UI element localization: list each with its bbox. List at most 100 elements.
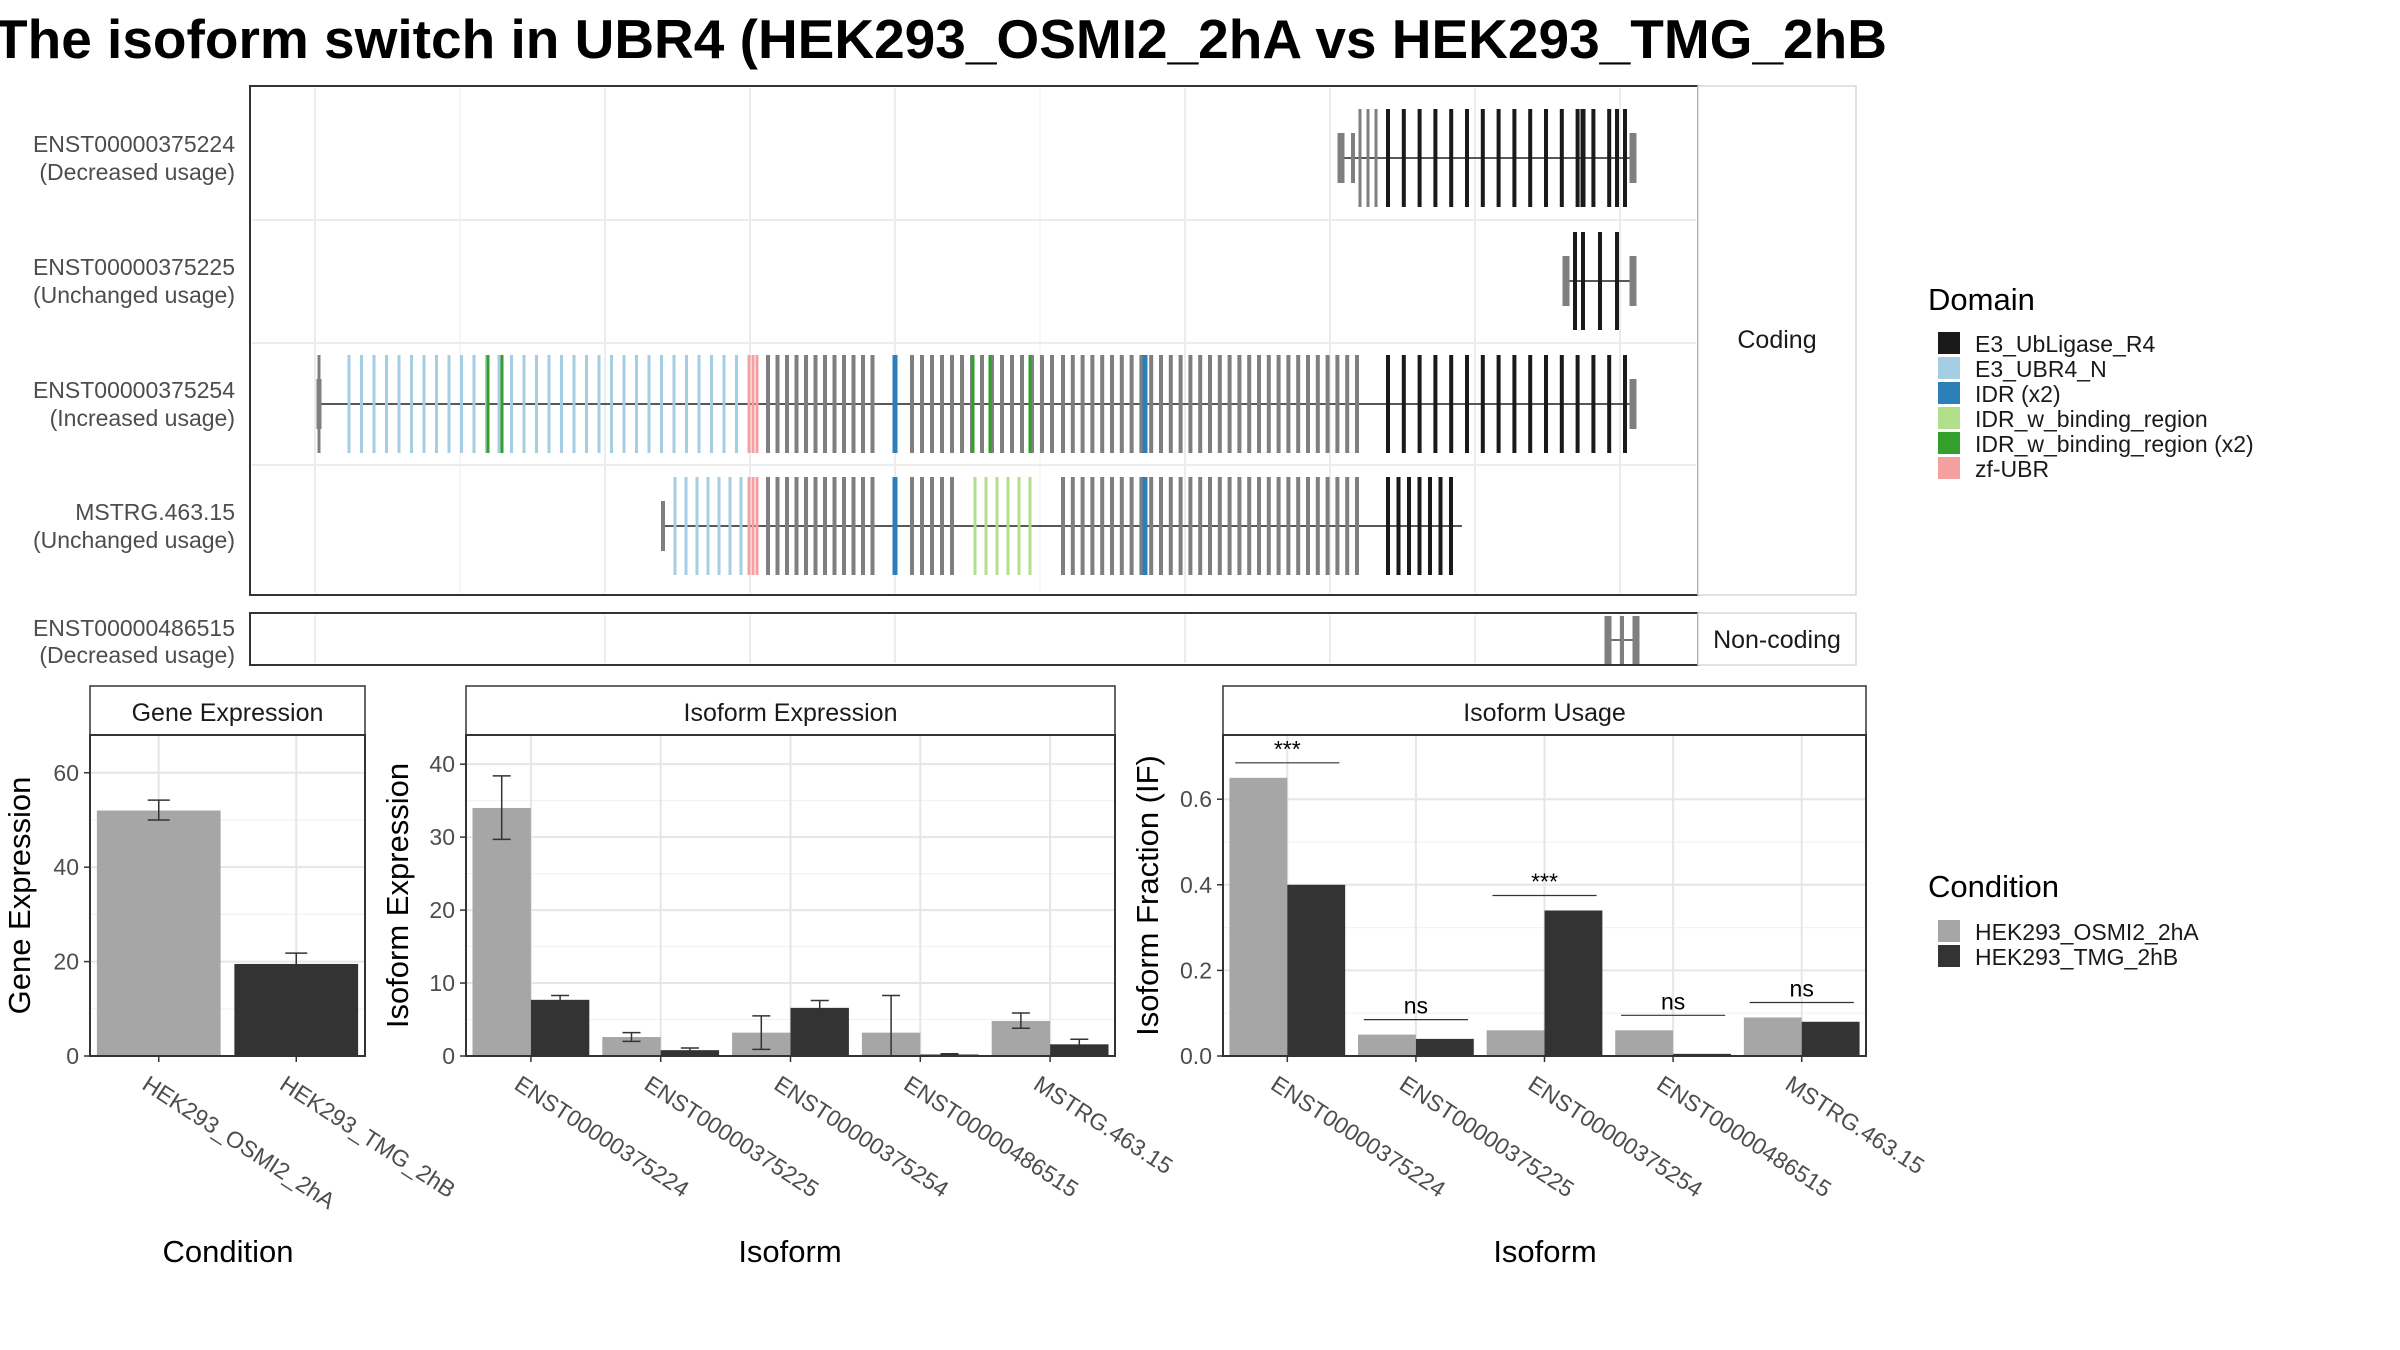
exon-mark: [372, 355, 376, 453]
panel-strip-title: Gene Expression: [132, 699, 324, 727]
exon-mark: [766, 355, 770, 453]
exon-mark: [1070, 477, 1075, 575]
exon-mark: [1217, 355, 1222, 453]
exon-mark: [861, 477, 865, 575]
exon-mark: [1061, 355, 1065, 453]
y-tick-label: 0.2: [1180, 957, 1212, 983]
exon-mark: [870, 355, 875, 453]
exon-mark: [672, 355, 676, 453]
exon-mark: [1620, 616, 1624, 664]
exon-mark: [980, 355, 984, 453]
exon-mark: [1337, 133, 1345, 183]
exon-mark: [1257, 477, 1261, 575]
exon-mark: [1139, 355, 1144, 453]
exon-mark: [804, 477, 808, 575]
transcript-track: [1562, 232, 1637, 330]
exon-mark: [1325, 477, 1330, 575]
exon-mark: [572, 355, 576, 453]
exon-mark: [739, 477, 743, 575]
exon-mark: [747, 477, 751, 575]
exon-mark: [1449, 477, 1453, 575]
transcript-usage-label: (Unchanged usage): [33, 527, 235, 553]
bar: [1801, 1021, 1860, 1056]
bar: [602, 1037, 661, 1056]
transcript-track: [1337, 109, 1637, 207]
panel-strip-title: Isoform Usage: [1463, 699, 1626, 727]
exon-mark: [1227, 355, 1232, 453]
transcript-labels: ENST00000375224(Decreased usage)ENST0000…: [33, 131, 235, 668]
exon-mark: [1119, 355, 1124, 453]
exon-mark: [1355, 355, 1359, 453]
exon-mark: [1417, 109, 1422, 207]
exon-mark: [1178, 355, 1183, 453]
exon-mark: [1604, 616, 1612, 664]
condition-legend-label: HEK293_OSMI2_2hA: [1975, 919, 2199, 945]
exon-mark: [1247, 355, 1252, 453]
domain-legend-swatch: [1938, 382, 1960, 404]
bar: [234, 963, 359, 1056]
exon-mark: [1198, 355, 1203, 453]
exon-mark: [685, 355, 688, 453]
bar-chart-panels: Gene Expression0204060HEK293_OSMI2_2hAHE…: [2, 685, 1929, 1269]
exon-mark: [751, 355, 755, 453]
transcript-id-label: ENST00000375224: [33, 131, 235, 157]
exon-mark: [1070, 355, 1075, 453]
exon-mark: [1100, 355, 1105, 453]
exon-mark: [1345, 355, 1350, 453]
exon-mark: [1623, 355, 1627, 453]
domain-legend-label: E3_UbLigase_R4: [1975, 331, 2156, 357]
exon-mark: [1629, 256, 1637, 306]
exon-mark: [920, 477, 924, 575]
domain-legend-label: E3_UBR4_N: [1975, 356, 2107, 382]
exon-mark: [1142, 355, 1148, 453]
exon-mark: [1266, 477, 1271, 575]
condition-legend-swatch: [1938, 920, 1960, 942]
exon-mark: [1208, 355, 1212, 453]
exon-mark: [1276, 477, 1281, 575]
y-axis-title: Isoform Expression: [380, 763, 415, 1028]
transcript-usage-label: (Unchanged usage): [33, 282, 235, 308]
exon-mark: [1438, 477, 1443, 575]
exon-mark: [500, 355, 504, 453]
y-tick-label: 0.6: [1180, 786, 1212, 812]
exon-mark: [973, 477, 977, 575]
bar: [472, 807, 531, 1056]
exon-mark: [910, 477, 914, 575]
exon-mark: [510, 355, 513, 453]
exon-mark: [1237, 355, 1242, 453]
domain-legend-swatch: [1938, 407, 1960, 429]
bar: [1287, 884, 1346, 1056]
bar: [1615, 1030, 1674, 1056]
exon-mark: [1562, 256, 1570, 306]
exon-mark: [1040, 355, 1044, 453]
exon-mark: [1396, 477, 1401, 575]
exon-mark: [870, 477, 875, 575]
transcript-id-label: MSTRG.463.15: [75, 499, 235, 525]
exon-mark: [1188, 477, 1193, 575]
exon-mark: [460, 355, 463, 453]
exon-mark: [1607, 109, 1612, 207]
exon-mark: [1090, 477, 1095, 575]
exon-mark: [1591, 355, 1596, 453]
exon-mark: [1306, 477, 1310, 575]
transcript-usage-label: (Decreased usage): [39, 642, 235, 668]
y-tick-label: 0: [66, 1043, 79, 1069]
exon-mark: [940, 355, 944, 453]
x-axis-title: Isoform: [738, 1234, 841, 1269]
exon-mark: [1217, 477, 1222, 575]
transcript-tracks: [316, 109, 1640, 664]
significance-label: ***: [1274, 736, 1301, 762]
domain-legend-label: IDR_w_binding_region: [1975, 406, 2208, 432]
exon-mark: [832, 355, 837, 453]
exon-mark: [1315, 355, 1320, 453]
exon-mark: [1528, 355, 1533, 453]
structure-gridlines: [252, 88, 1696, 663]
transcript-track: [661, 477, 1462, 575]
exon-mark: [1428, 477, 1432, 575]
exon-mark: [950, 355, 954, 453]
significance-label: ns: [1661, 988, 1685, 1014]
exon-mark: [1257, 355, 1261, 453]
exon-mark: [360, 355, 363, 453]
